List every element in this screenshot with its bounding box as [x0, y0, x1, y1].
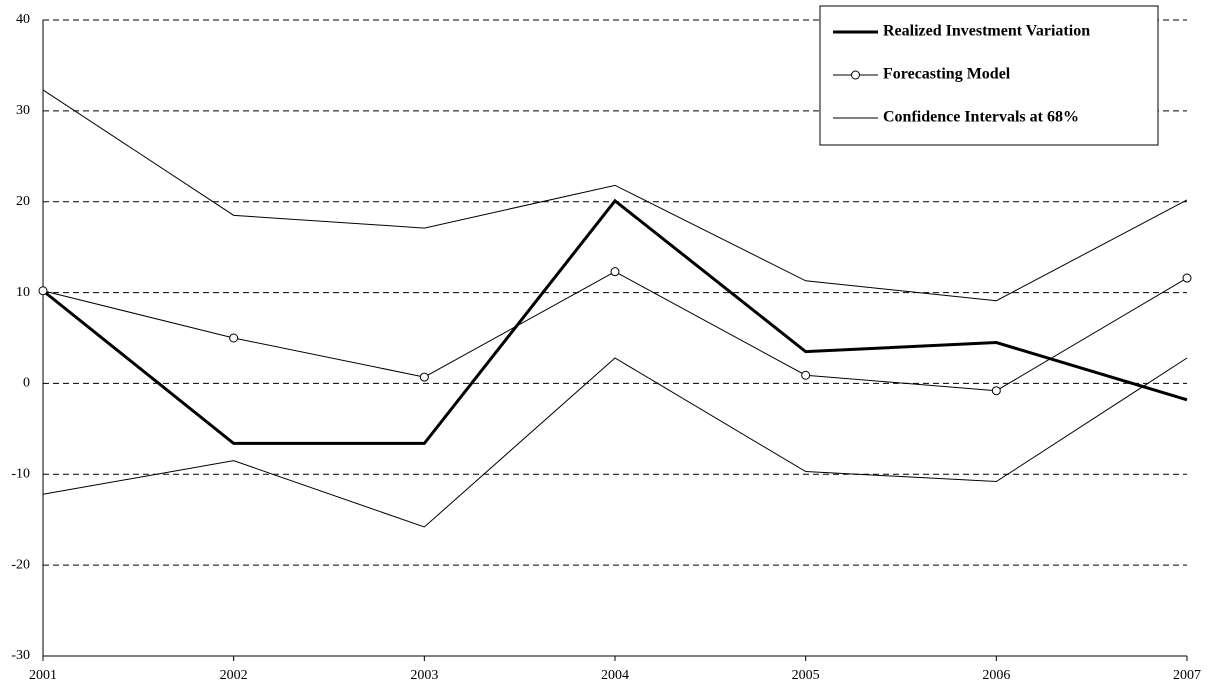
- x-tick-label: 2002: [220, 668, 248, 683]
- legend-label: Forecasting Model: [883, 66, 1011, 83]
- y-tick-label: 20: [16, 194, 30, 209]
- marker: [610, 267, 620, 277]
- series-line: [42, 198, 1188, 445]
- x-tick-label: 2001: [29, 668, 57, 683]
- marker: [229, 333, 239, 343]
- marker: [1182, 273, 1192, 283]
- series-line: [42, 357, 1188, 528]
- marker: [419, 372, 429, 382]
- y-tick-label: -30: [11, 648, 30, 663]
- legend-label: Realized Investment Variation: [883, 23, 1090, 40]
- series-line: [42, 89, 1188, 302]
- legend-marker: [851, 70, 860, 80]
- y-tick-label: 30: [16, 103, 30, 118]
- x-tick-label: 2003: [410, 668, 438, 683]
- x-tick-label: 2007: [1173, 668, 1201, 683]
- x-tick-label: 2004: [601, 668, 629, 683]
- x-tick-label: 2005: [792, 668, 820, 683]
- legend-label: Confidence Intervals at 68%: [883, 109, 1079, 126]
- marker: [991, 386, 1001, 396]
- marker: [38, 286, 48, 296]
- y-tick-label: 0: [23, 376, 30, 391]
- marker: [801, 370, 811, 380]
- x-tick-label: 2006: [982, 668, 1010, 683]
- y-tick-label: -10: [11, 467, 30, 482]
- y-tick-label: 40: [16, 12, 30, 27]
- y-tick-label: -20: [11, 557, 30, 572]
- y-tick-label: 10: [16, 285, 30, 300]
- series-line: [42, 271, 1188, 392]
